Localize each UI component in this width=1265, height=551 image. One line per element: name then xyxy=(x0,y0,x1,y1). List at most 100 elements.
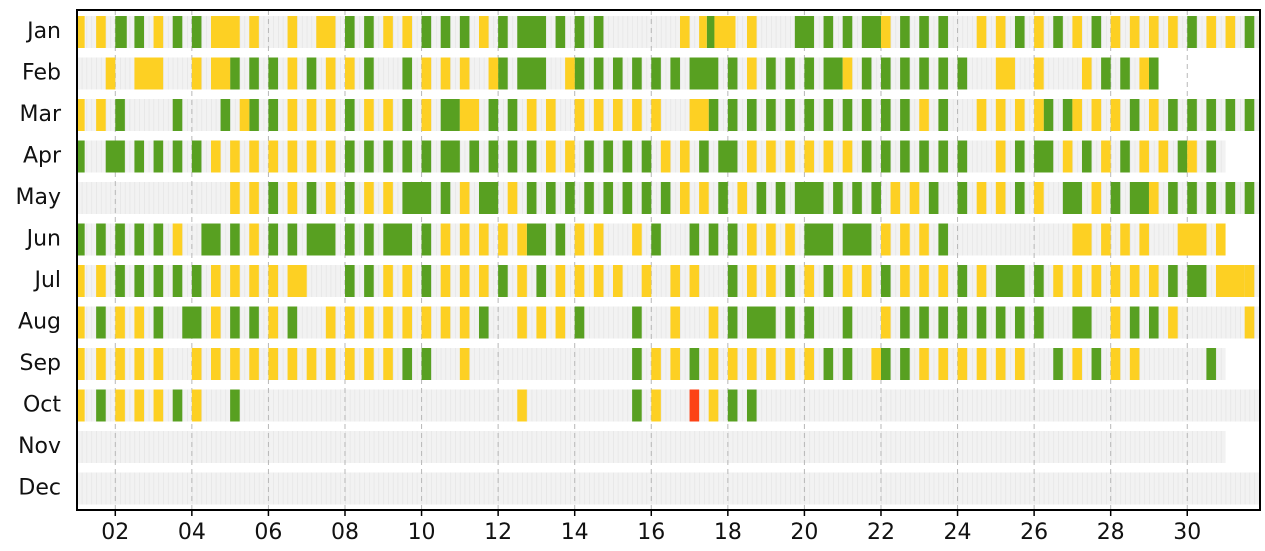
status-segment xyxy=(1081,57,1092,90)
status-segment xyxy=(938,306,948,339)
status-segment xyxy=(842,57,853,90)
status-segment xyxy=(1110,265,1121,297)
status-segment xyxy=(421,306,432,339)
status-segment xyxy=(900,57,910,90)
status-segment xyxy=(919,348,929,380)
status-segment xyxy=(823,57,843,90)
status-segment xyxy=(517,57,546,90)
status-segment xyxy=(708,389,719,422)
status-segment xyxy=(421,140,432,173)
status-segment xyxy=(632,306,642,339)
status-segment xyxy=(919,16,929,48)
status-segment xyxy=(718,140,738,173)
status-segment xyxy=(469,140,479,173)
status-segment xyxy=(555,306,566,339)
status-segment xyxy=(938,16,948,48)
day-stripes xyxy=(77,16,1260,48)
status-segment xyxy=(230,182,240,214)
x-tick-label: 26 xyxy=(1020,520,1048,545)
status-segment xyxy=(210,140,221,173)
status-segment xyxy=(459,306,470,339)
status-segment xyxy=(478,182,499,214)
status-segment xyxy=(545,140,556,173)
status-segment xyxy=(995,57,1015,90)
status-segment xyxy=(1215,223,1226,256)
status-segment xyxy=(861,16,881,48)
status-segment xyxy=(689,223,700,256)
status-segment xyxy=(612,57,623,90)
status-segment xyxy=(517,389,527,422)
status-segment xyxy=(325,140,336,173)
status-segment xyxy=(766,265,776,297)
status-segment xyxy=(517,265,527,297)
status-segment xyxy=(880,223,891,256)
status-segment xyxy=(1187,99,1197,131)
status-segment xyxy=(938,348,948,380)
status-segment xyxy=(344,57,355,90)
status-segment xyxy=(402,348,412,380)
status-segment xyxy=(96,389,106,422)
status-segment xyxy=(134,57,164,90)
status-segment xyxy=(344,348,355,380)
status-segment xyxy=(756,182,767,214)
status-segment xyxy=(153,306,164,339)
status-segment xyxy=(1225,182,1236,214)
status-segment xyxy=(1120,57,1130,90)
status-segment xyxy=(249,265,259,297)
status-segment xyxy=(1129,182,1149,214)
status-segment xyxy=(440,99,460,131)
status-segment xyxy=(727,57,738,90)
status-segment xyxy=(593,99,604,131)
status-segment xyxy=(459,265,470,297)
status-segment xyxy=(182,306,202,339)
status-segment xyxy=(957,306,968,339)
status-segment xyxy=(201,223,221,256)
status-segment xyxy=(1072,306,1092,339)
status-segment xyxy=(383,265,393,297)
status-segment xyxy=(957,265,968,297)
x-tick-label: 02 xyxy=(101,520,129,545)
status-segment xyxy=(574,99,585,131)
status-segment xyxy=(995,16,1006,48)
status-segment xyxy=(325,99,336,131)
status-segment xyxy=(1034,306,1044,339)
status-segment xyxy=(785,223,795,256)
status-segment xyxy=(344,265,355,297)
status-segment xyxy=(488,57,499,90)
y-tick-label: Nov xyxy=(18,434,61,459)
status-segment xyxy=(344,16,355,48)
x-tick-label: 22 xyxy=(867,520,895,545)
status-segment xyxy=(96,223,106,256)
y-tick-label: Aug xyxy=(18,310,61,335)
status-segment xyxy=(364,265,374,297)
status-segment xyxy=(1014,348,1025,380)
status-segment xyxy=(268,99,278,131)
status-segment xyxy=(699,182,709,214)
x-tick-label: 20 xyxy=(790,520,818,545)
status-segment xyxy=(1034,16,1044,48)
status-segment xyxy=(1091,182,1102,214)
status-segment xyxy=(440,57,451,90)
status-segment xyxy=(421,223,432,256)
status-segment xyxy=(1187,265,1207,297)
status-segment xyxy=(1110,16,1121,48)
status-segment xyxy=(402,57,412,90)
x-tick-label: 06 xyxy=(254,520,282,545)
status-segment xyxy=(1034,265,1044,297)
status-segment xyxy=(1139,57,1149,90)
status-segment xyxy=(1158,140,1169,173)
status-segment xyxy=(440,182,451,214)
status-segment xyxy=(115,348,125,380)
status-segment xyxy=(421,99,432,131)
status-segment xyxy=(823,140,834,173)
y-tick-label: Feb xyxy=(22,61,61,86)
status-segment xyxy=(498,223,508,256)
status-segment xyxy=(842,140,853,173)
status-segment xyxy=(230,57,240,90)
status-segment xyxy=(402,140,412,173)
status-segment xyxy=(325,57,336,90)
status-segment xyxy=(593,223,604,256)
status-segment xyxy=(919,265,929,297)
status-segment xyxy=(383,348,393,380)
status-segment xyxy=(900,99,910,131)
